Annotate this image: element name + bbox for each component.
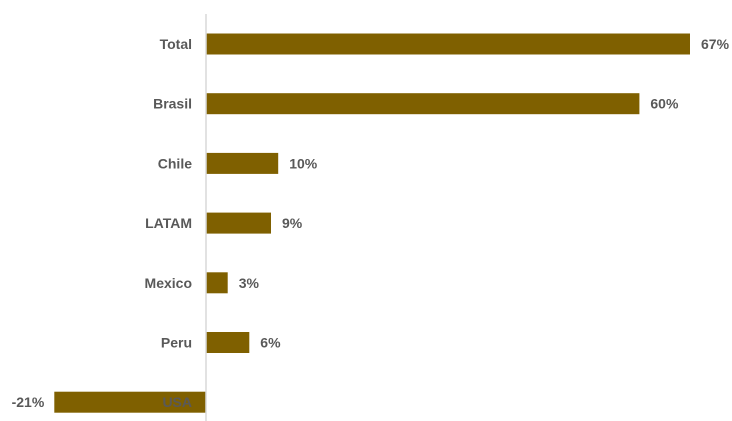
- category-label-brasil: Brasil: [153, 96, 192, 112]
- bar-peru: [206, 332, 250, 353]
- category-label-chile: Chile: [158, 155, 192, 171]
- value-label-chile: 10%: [289, 155, 318, 171]
- bar-mexico: [206, 272, 228, 294]
- value-label-latam: 9%: [282, 215, 303, 231]
- bars-layer: [54, 33, 690, 413]
- value-label-mexico: 3%: [239, 275, 260, 291]
- category-label-total: Total: [160, 36, 192, 52]
- value-label-peru: 6%: [260, 335, 281, 351]
- bar-usa: [54, 391, 206, 413]
- bar-latam: [206, 212, 271, 234]
- category-label-peru: Peru: [161, 335, 192, 351]
- bar-total: [206, 33, 690, 55]
- value-label-total: 67%: [701, 36, 730, 52]
- bar-chile: [206, 152, 279, 174]
- category-label-mexico: Mexico: [145, 275, 192, 291]
- bar-brasil: [206, 93, 640, 115]
- value-label-brasil: 60%: [650, 96, 679, 112]
- labels-layer: Total 67% Brasil 60% Chile 10% LATAM 9% Mexico 3%…: [12, 36, 730, 410]
- category-label-usa: USA: [162, 394, 192, 410]
- category-label-latam: LATAM: [145, 215, 192, 231]
- value-label-usa: -21%: [12, 394, 45, 410]
